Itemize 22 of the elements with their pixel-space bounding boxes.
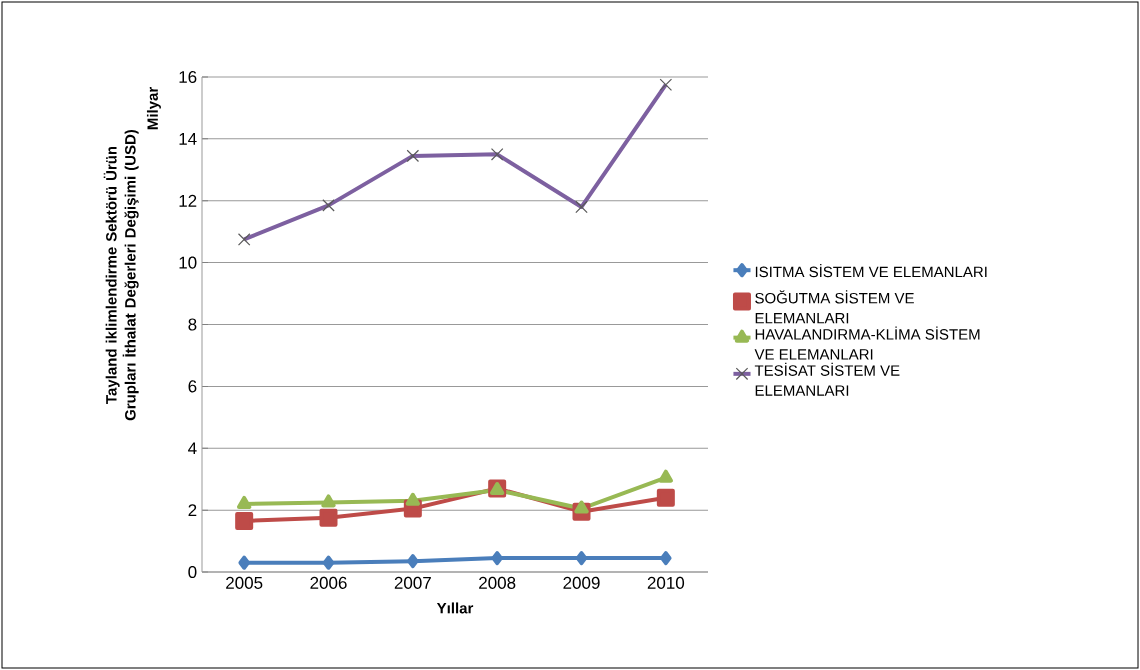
y-tick-label: 14	[179, 133, 197, 145]
y-tick-label: 4	[188, 442, 197, 455]
y-tick-label: 12	[179, 194, 197, 207]
y-tick-label: 8	[188, 318, 197, 331]
x-tick-label: 2009	[563, 576, 600, 589]
x-axis-title: Yıllar	[436, 602, 474, 614]
legend-label: HAVALANDIRMA-KLİMA SİSTEM VE ELEMANLARI	[754, 326, 980, 360]
y-tick-label: 16	[179, 70, 197, 84]
x-tick-label: 2005	[226, 576, 263, 589]
y-tick-label: 2	[188, 504, 197, 517]
legend-label: ISITMA SİSTEM VE ELEMANLARI	[755, 264, 987, 278]
legend-label: TESİSAT SİSTEM VE ELEMANLARI	[754, 362, 900, 396]
y-axis-title: Tayland iklimlendirme Sektörü Ürün Grupları İthalat Değerleri Değişimi (USD)	[103, 129, 139, 421]
x-tick-label: 2008	[479, 576, 516, 589]
legend-label: SOĞUTMA SİSTEM VE ELEMANLARI	[755, 290, 914, 324]
y-tick-label: 10	[179, 256, 197, 269]
x-tick-label: 2007	[394, 576, 431, 589]
text: Milyar	[146, 87, 161, 130]
y-tick-label: 0	[188, 565, 197, 579]
y-tick-label: 6	[188, 380, 197, 393]
x-tick-label: 2006	[310, 576, 347, 589]
x-tick-label: 2010	[647, 576, 685, 589]
